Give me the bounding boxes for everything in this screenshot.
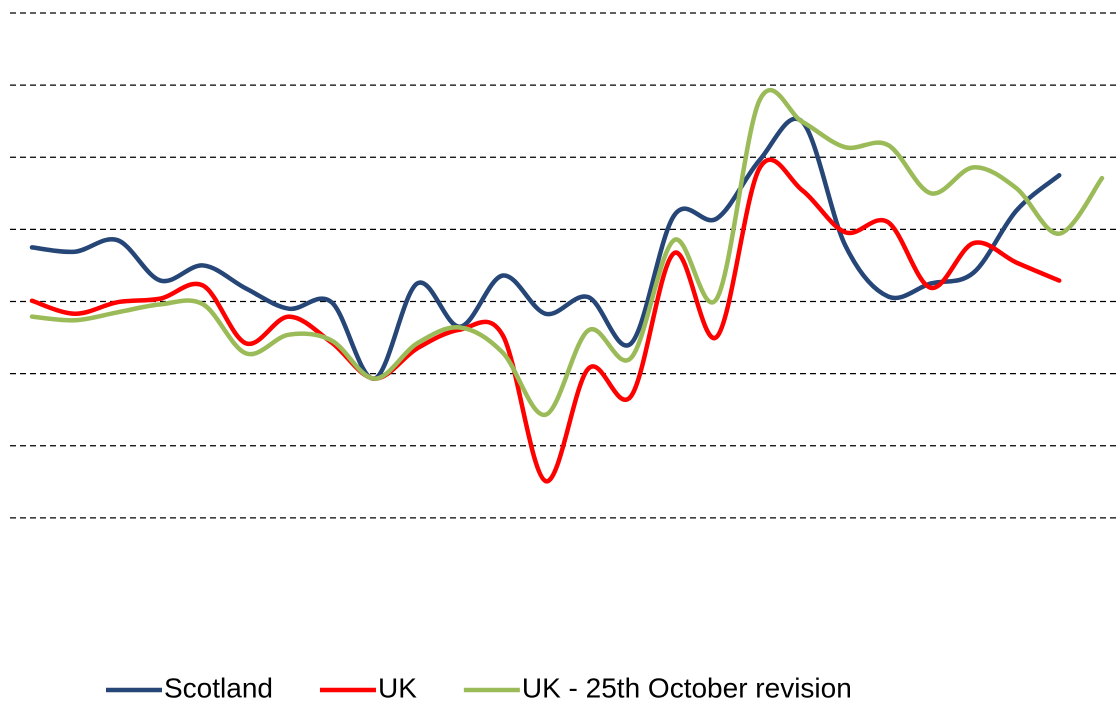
series-line bbox=[29, 88, 1105, 417]
series-line bbox=[29, 157, 1062, 484]
legend-label: UK - 25th October revision bbox=[522, 672, 852, 703]
legend-label: UK bbox=[378, 672, 417, 703]
legend-label: Scotland bbox=[164, 672, 273, 703]
series-line bbox=[29, 116, 1062, 381]
